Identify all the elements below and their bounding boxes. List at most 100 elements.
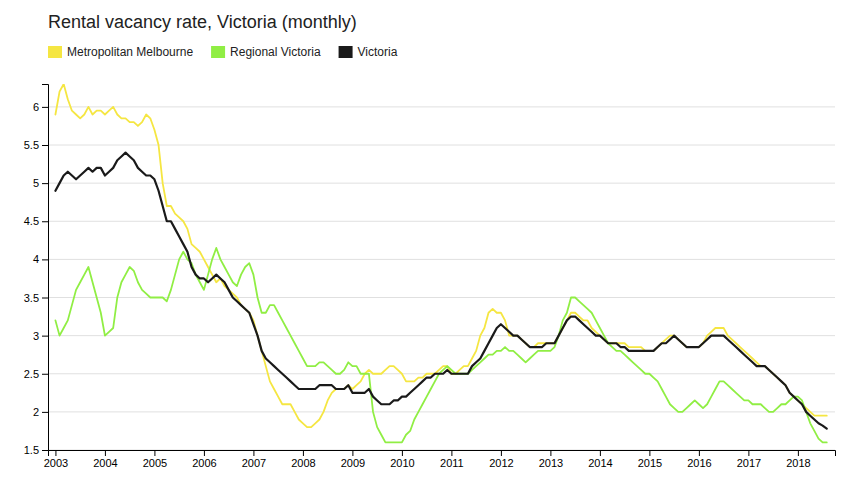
tick-label: 2017 <box>737 457 761 469</box>
tick-label: 1.5 <box>24 444 39 456</box>
tick-label: 2015 <box>638 457 662 469</box>
legend-swatch <box>339 46 353 58</box>
tick: 2.5 <box>24 368 48 380</box>
tick: 2016 <box>687 450 711 469</box>
legend-swatch <box>48 46 62 58</box>
y-axis: 1.5 2 2.5 3 3.5 4 4.5 5 5.5 6 <box>24 85 49 457</box>
tick-label: 2004 <box>93 457 117 469</box>
tick-label: 3 <box>33 330 39 342</box>
tick-label: 4 <box>33 253 39 265</box>
tick-mark <box>501 450 502 456</box>
tick: 1.5 <box>24 444 48 456</box>
tick-mark <box>55 450 56 456</box>
tick-label: 2007 <box>242 457 266 469</box>
tick-mark <box>42 145 48 146</box>
tick-label: 2008 <box>291 457 315 469</box>
tick: 2004 <box>93 450 117 469</box>
legend-label: Regional Victoria <box>230 45 321 59</box>
tick-mark <box>154 450 155 456</box>
tick: 5.5 <box>24 139 48 151</box>
grid-line <box>48 259 835 260</box>
tick-label: 5.5 <box>24 139 39 151</box>
tick-label: 2016 <box>687 457 711 469</box>
tick-mark <box>253 450 254 456</box>
tick-mark <box>402 450 403 456</box>
tick-label: 2.5 <box>24 368 39 380</box>
tick-mark <box>42 336 48 337</box>
tick-label: 2013 <box>539 457 563 469</box>
tick: 2005 <box>143 450 167 469</box>
tick-mark <box>42 298 48 299</box>
axis-line <box>42 85 49 451</box>
legend-item: Victoria <box>339 45 398 59</box>
tick-mark <box>600 450 601 456</box>
x-axis: 2003 2004 2005 2006 2007 2008 2009 2010 2011 2012… <box>44 450 836 469</box>
tick-mark <box>303 450 304 456</box>
legend-swatch <box>211 46 225 58</box>
grid-line <box>48 411 835 412</box>
tick-label: 2003 <box>44 457 68 469</box>
series-line <box>55 153 826 429</box>
tick-label: 4.5 <box>24 215 39 227</box>
tick: 5 <box>33 177 48 189</box>
tick: 2003 <box>44 450 68 469</box>
tick: 2013 <box>539 450 563 469</box>
tick-mark <box>451 450 452 456</box>
tick-mark <box>42 221 48 222</box>
tick: 6 <box>33 101 48 113</box>
legend-item: Regional Victoria <box>211 45 321 59</box>
tick-mark <box>649 450 650 456</box>
plot-area <box>55 84 826 442</box>
tick: 3 <box>33 330 48 342</box>
grid <box>48 107 835 450</box>
legend-label: Victoria <box>358 45 398 59</box>
tick: 2017 <box>737 450 761 469</box>
legend: Metropolitan Melbourne Regional Victoria V… <box>48 45 398 59</box>
tick-mark <box>204 450 205 456</box>
tick-mark <box>42 450 48 451</box>
legend-item: Metropolitan Melbourne <box>48 45 193 59</box>
tick-label: 2018 <box>786 457 810 469</box>
tick-label: 2005 <box>143 457 167 469</box>
tick-label: 2011 <box>440 457 464 469</box>
tick-label: 2012 <box>489 457 513 469</box>
tick-label: 6 <box>33 101 39 113</box>
tick-label: 2009 <box>341 457 365 469</box>
grid-line <box>48 106 835 107</box>
tick: 2018 <box>786 450 810 469</box>
tick-mark <box>748 450 749 456</box>
chart-title: Rental vacancy rate, Victoria (monthly) <box>48 12 357 32</box>
tick-label: 2014 <box>588 457 612 469</box>
tick-mark <box>42 412 48 413</box>
grid-line <box>48 297 835 298</box>
tick-mark <box>550 450 551 456</box>
legend-label: Metropolitan Melbourne <box>67 45 193 59</box>
axis-line <box>49 451 836 457</box>
tick: 2012 <box>489 450 513 469</box>
chart-container: Rental vacancy rate, Victoria (monthly) 2… <box>0 0 861 484</box>
chart: Rental vacancy rate, Victoria (monthly) 2… <box>0 0 861 484</box>
tick-mark <box>42 374 48 375</box>
tick-mark <box>42 107 48 108</box>
tick-mark <box>798 450 799 456</box>
tick: 2014 <box>588 450 612 469</box>
tick: 2015 <box>638 450 662 469</box>
grid-line <box>48 145 835 146</box>
tick: 2010 <box>390 450 414 469</box>
tick: 3.5 <box>24 292 48 304</box>
tick-label: 2010 <box>390 457 414 469</box>
tick-label: 5 <box>33 177 39 189</box>
tick: 2011 <box>440 450 464 469</box>
tick-mark <box>352 450 353 456</box>
tick: 2007 <box>242 450 266 469</box>
tick-label: 2 <box>33 406 39 418</box>
tick: 4.5 <box>24 215 48 227</box>
tick-label: 3.5 <box>24 292 39 304</box>
tick-mark <box>699 450 700 456</box>
tick-label: 2006 <box>192 457 216 469</box>
tick: 2 <box>33 406 48 418</box>
tick: 2008 <box>291 450 315 469</box>
tick: 2006 <box>192 450 216 469</box>
series-line <box>55 248 826 442</box>
tick: 4 <box>33 253 48 265</box>
